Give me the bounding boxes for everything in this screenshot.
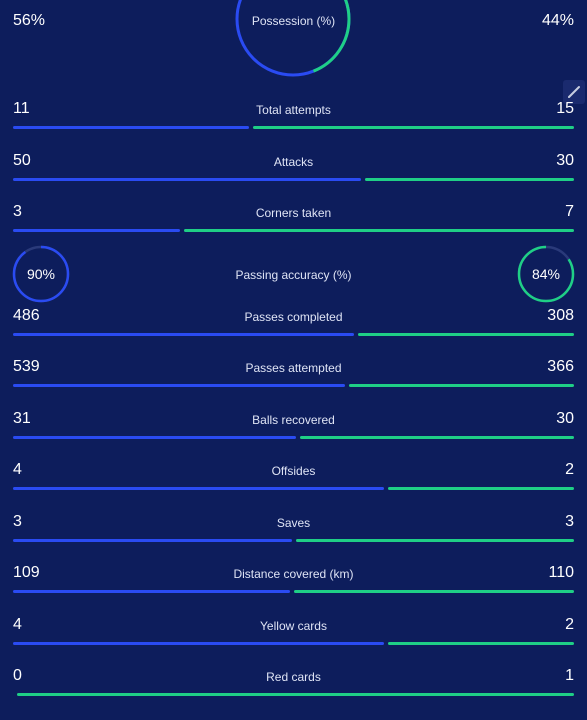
passing-accuracy-row: 90% 84% Passing accuracy (%) [0,245,587,303]
stat-away-bar [294,590,574,593]
stat-row: 109 Distance covered (km) 110 [0,560,587,612]
stat-row: 0 Red cards 1 [0,663,587,715]
stat-home-bar [13,538,292,542]
stat-label: Offsides [271,464,316,478]
stat-away-bar [252,126,574,129]
stat-label: Balls recovered [252,412,335,427]
stat-home-bar [13,384,345,387]
stat-home-bar [13,435,297,439]
stat-away-bar [300,435,574,439]
stat-home-value: 11 [13,100,30,117]
possession-ring-away-arc [235,0,351,77]
passing-accuracy-home-ring: 90% [12,245,70,303]
stat-away-bar [388,641,574,645]
stat-label: Passes attempted [245,361,342,375]
passing-accuracy-away-ring: 84% [517,245,575,303]
stat-away-value: 30 [556,409,574,427]
stat-home-value: 31 [13,409,31,427]
stat-away-value: 110 [548,564,574,581]
stat-home-bar [13,487,385,490]
stat-label: Passes completed [244,309,343,324]
stat-away-value: 308 [547,306,574,324]
stat-row: 3 Saves 3 [0,509,587,561]
stat-away-bar [295,538,574,542]
pencil-icon[interactable] [563,80,585,104]
stat-home-bar [13,126,249,129]
stat-row: 539 Passes attempted 366 [0,354,587,406]
stat-home-bar [13,177,362,181]
possession-ring-home-arc [235,0,351,77]
stat-label: Distance covered (km) [233,567,354,581]
stat-home-bar [13,641,385,645]
stat-label: Yellow cards [260,618,327,633]
stat-away-bar [388,487,574,490]
stat-label: Corners taken [255,206,332,220]
stat-home-value: 539 [13,358,40,375]
stat-row: 31 Balls recovered 30 [0,406,587,458]
stat-home-value: 50 [13,151,31,169]
stat-away-bar [184,229,574,232]
stat-home-value: 0 [13,667,22,684]
stat-row: 11 Total attempts 15 [0,96,587,148]
stat-away-value: 366 [547,358,574,375]
stats-list: 11 Total attempts 15 50 Attacks 30 3 Corners ta… [0,96,587,715]
stat-away-bar [348,384,574,387]
stat-row: 4 Yellow cards 2 [0,612,587,664]
stat-row: 486 Passes completed 308 [0,303,587,355]
stat-home-value: 486 [13,306,40,324]
stat-row: 4 Offsides 2 [0,457,587,509]
stat-away-value: 3 [565,512,574,530]
stat-home-value: 3 [13,203,22,220]
stat-home-value: 4 [13,461,22,478]
possession-away-value: 44% [541,12,574,29]
stat-label: Red cards [266,670,321,684]
stat-away-value: 1 [565,667,574,684]
stat-label: Attacks [273,154,314,169]
stat-label: Passing accuracy (%) [235,267,352,282]
passing-accuracy-away-value: 84% [531,265,561,282]
possession-ring [235,0,351,77]
stat-home-value: 3 [13,512,22,530]
stat-away-value: 15 [556,100,574,117]
stat-away-value: 2 [565,461,574,478]
stat-row: 50 Attacks 30 [0,148,587,200]
stat-home-value: 4 [13,615,22,633]
possession-home-value: 56% [13,12,46,29]
stat-label: Saves [276,515,311,530]
stat-away-bar [365,177,574,181]
stat-away-value: 30 [556,151,574,169]
stat-home-bar [13,332,354,336]
stat-home-bar [13,590,291,593]
stat-away-bar [357,332,574,336]
stat-away-value: 7 [565,203,574,220]
stat-home-bar [13,229,181,232]
passing-accuracy-home-value: 90% [26,265,56,282]
stat-home-value: 109 [13,564,40,581]
stat-away-bar [17,693,574,696]
stat-row: 3 Corners taken 7 [0,199,587,251]
stat-label: Total attempts [256,103,331,117]
possession-row: 56% Possession (%) 44% [0,0,587,80]
stat-away-value: 2 [565,615,574,633]
possession-label: Possession (%) [251,14,336,28]
